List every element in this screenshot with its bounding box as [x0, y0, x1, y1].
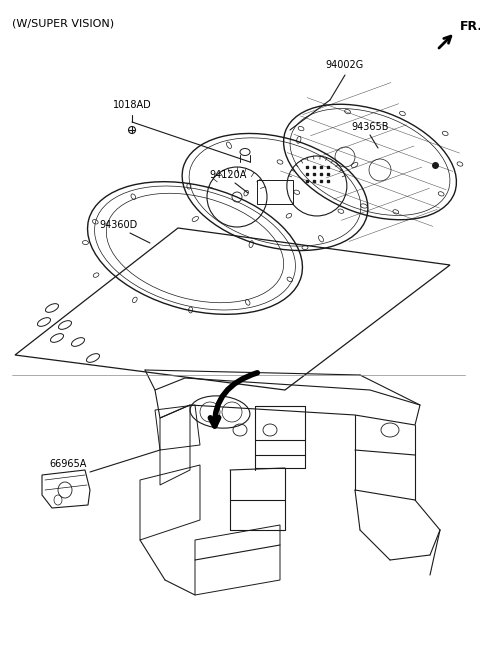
Text: 94120A: 94120A	[209, 170, 247, 180]
Text: 94365B: 94365B	[351, 122, 389, 132]
Text: (W/SUPER VISION): (W/SUPER VISION)	[12, 18, 114, 28]
Text: 94360D: 94360D	[99, 220, 137, 230]
Text: FR.: FR.	[460, 20, 480, 33]
Text: 94002G: 94002G	[326, 60, 364, 70]
Text: 1018AD: 1018AD	[113, 100, 151, 110]
Text: 66965A: 66965A	[49, 459, 87, 469]
